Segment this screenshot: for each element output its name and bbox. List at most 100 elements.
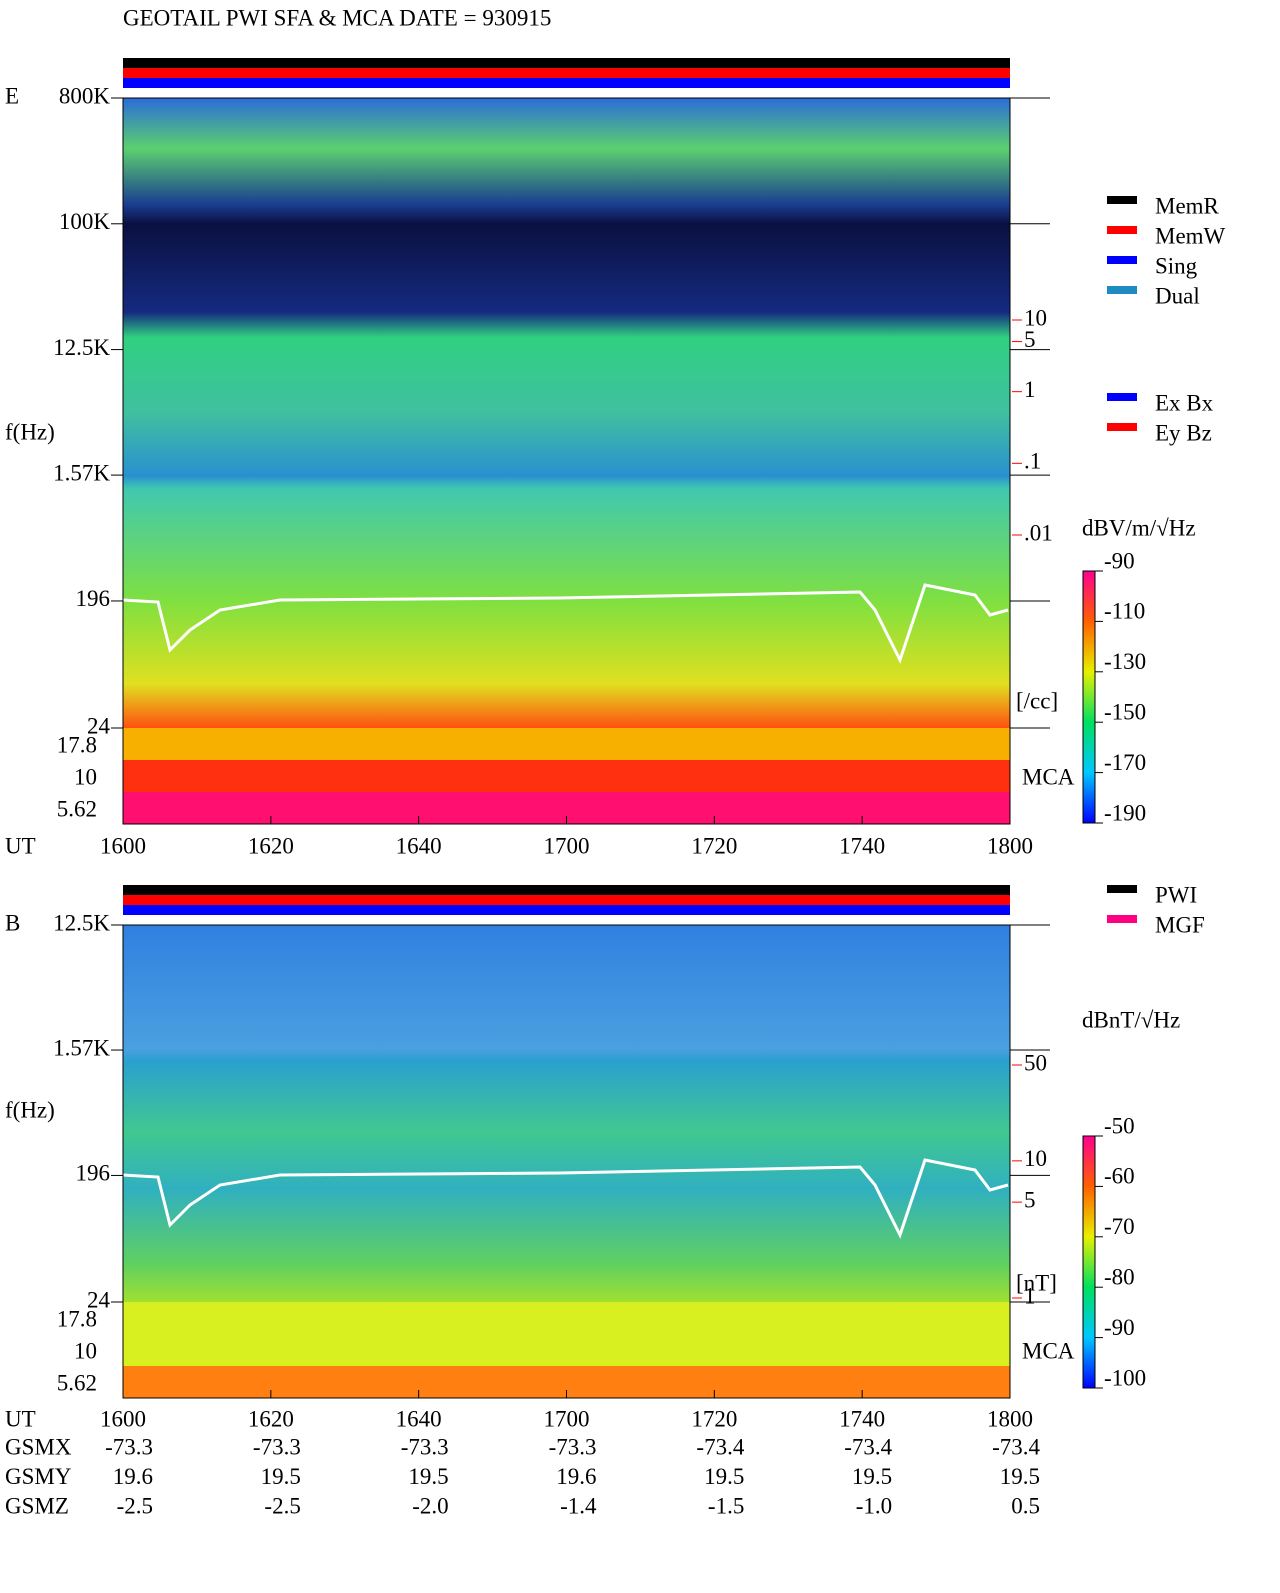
orbit-value: 19.5 <box>1000 1464 1040 1489</box>
x-tick-label: 1620 <box>248 1406 294 1431</box>
y-tick-label: 24 <box>87 713 111 738</box>
x-tick-label: 1640 <box>396 833 442 858</box>
legend-swatch <box>1107 423 1137 431</box>
mca-tick-label: 10 <box>74 1338 97 1363</box>
x-tick-label: 1700 <box>544 833 590 858</box>
colorbar-label: dBV/m/√Hz <box>1082 515 1196 540</box>
spectrogram <box>123 98 1010 728</box>
y-tick-label: 12.5K <box>53 335 110 360</box>
orbit-value: -73.4 <box>992 1434 1040 1459</box>
x-tick-label: 1720 <box>691 833 737 858</box>
colorbar-tick-label: -90 <box>1104 548 1135 573</box>
orbit-value: -73.3 <box>253 1434 301 1459</box>
orbit-value: -2.5 <box>117 1493 153 1518</box>
x-tick-label: 1720 <box>691 1406 737 1431</box>
colorbar-label: dBnT/√Hz <box>1082 1007 1180 1032</box>
legend-label: PWI <box>1155 882 1197 907</box>
mca-tick-label: 17.8 <box>57 1306 97 1331</box>
mca-band <box>123 1302 1010 1334</box>
x-tick-label: 1700 <box>544 1406 590 1431</box>
colorbar-tick-label: -80 <box>1104 1264 1135 1289</box>
legend-swatch <box>1107 393 1137 401</box>
y2-tick-label: 1 <box>1024 1283 1036 1308</box>
mca-band <box>123 1334 1010 1366</box>
orbit-value: -1.0 <box>856 1493 892 1518</box>
y-tick-label: 196 <box>76 586 111 611</box>
y2-tick-label: 5 <box>1024 1187 1036 1212</box>
y-tick-label: 1.57K <box>53 460 110 485</box>
x-tick-label: 1740 <box>839 833 885 858</box>
y2-tick-label: 1 <box>1024 377 1036 402</box>
orbit-value: -2.5 <box>264 1493 300 1518</box>
x-axis-label: UT <box>5 833 36 858</box>
orbit-row-label: GSMY <box>5 1464 72 1489</box>
y-tick-label: 12.5K <box>53 910 110 935</box>
spectrogram <box>123 925 1010 1302</box>
x-axis-label: UT <box>5 1406 36 1431</box>
y-axis-label: f(Hz) <box>5 1097 55 1122</box>
mode-bar <box>123 78 1010 88</box>
legend-swatch <box>1107 196 1137 204</box>
orbit-value: -2.0 <box>412 1493 448 1518</box>
mode-bar <box>123 68 1010 78</box>
x-tick-label: 1640 <box>396 1406 442 1431</box>
y2-label: [/cc] <box>1016 688 1058 713</box>
legend-swatch <box>1107 226 1137 234</box>
x-tick-label: 1740 <box>839 1406 885 1431</box>
colorbar-tick-label: -100 <box>1104 1365 1146 1390</box>
orbit-value: 19.5 <box>704 1464 744 1489</box>
mca-band <box>123 728 1010 760</box>
legend-swatch <box>1107 256 1137 264</box>
orbit-value: 19.5 <box>261 1464 301 1489</box>
legend-label: Ex Bx <box>1155 390 1214 415</box>
mode-bar <box>123 905 1010 915</box>
legend-label: Dual <box>1155 283 1200 308</box>
orbit-value: 19.6 <box>113 1464 153 1489</box>
y2-tick-label: .1 <box>1024 449 1041 474</box>
mode-bar <box>123 885 1010 895</box>
colorbar-tick-label: -190 <box>1104 800 1146 825</box>
title: GEOTAIL PWI SFA & MCA DATE = 930915 <box>123 5 551 30</box>
legend-swatch <box>1107 885 1137 893</box>
legend-label: Sing <box>1155 253 1198 278</box>
colorbar <box>1082 570 1096 824</box>
legend-label: MemW <box>1155 223 1226 248</box>
mca-tick-label: 5.62 <box>57 796 97 821</box>
legend-label: MGF <box>1155 912 1205 937</box>
mode-bar <box>123 895 1010 905</box>
orbit-value: -73.3 <box>105 1434 153 1459</box>
orbit-value: -1.5 <box>708 1493 744 1518</box>
y-tick-label: 1.57K <box>53 1035 110 1060</box>
y2-tick-label: 50 <box>1024 1050 1047 1075</box>
colorbar-tick-label: -130 <box>1104 649 1146 674</box>
y-tick-label: 100K <box>59 209 111 234</box>
mode-bar <box>123 58 1010 68</box>
x-tick-label: 1600 <box>100 833 146 858</box>
colorbar-tick-label: -50 <box>1104 1113 1135 1138</box>
x-tick-label: 1800 <box>987 1406 1033 1431</box>
colorbar-tick-label: -150 <box>1104 699 1146 724</box>
mca-tick-label: 10 <box>74 764 97 789</box>
plasma-line <box>122 583 1009 664</box>
orbit-value: -1.4 <box>560 1493 597 1518</box>
orbit-value: 19.5 <box>408 1464 448 1489</box>
y-axis-label: f(Hz) <box>5 419 55 444</box>
mca-tick-label: 5.62 <box>57 1370 97 1395</box>
orbit-row-label: GSMX <box>5 1434 72 1459</box>
colorbar-tick-label: -170 <box>1104 750 1146 775</box>
y-tick-label: 196 <box>76 1161 111 1186</box>
y2-label: [nT] <box>1016 1270 1057 1295</box>
orbit-value: 19.6 <box>556 1464 596 1489</box>
orbit-value: -73.4 <box>696 1434 744 1459</box>
colorbar-tick-label: -60 <box>1104 1164 1135 1189</box>
y2-tick-label: 5 <box>1024 327 1036 352</box>
y-tick-label: 24 <box>87 1287 111 1312</box>
panel-label: B <box>5 910 20 935</box>
x-tick-label: 1600 <box>100 1406 146 1431</box>
orbit-value: -73.3 <box>401 1434 449 1459</box>
legend-label: Ey Bz <box>1155 420 1212 445</box>
colorbar-tick-label: -110 <box>1104 599 1145 624</box>
colorbar <box>1082 1135 1096 1389</box>
